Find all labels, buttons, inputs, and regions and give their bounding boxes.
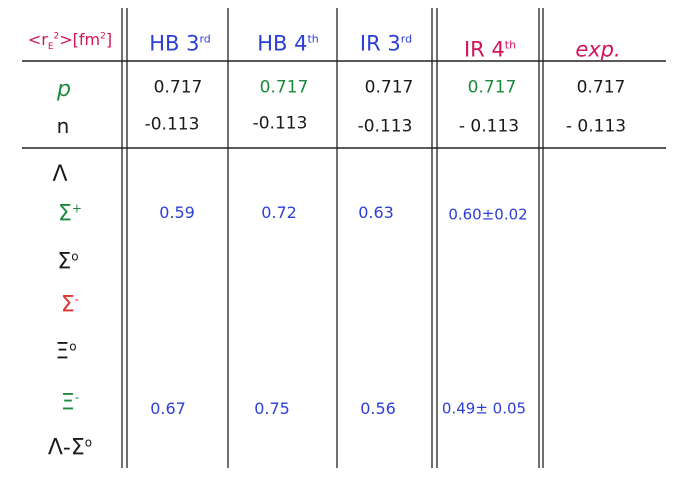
header-col-exp: exp. — [575, 37, 621, 62]
cell-n-hb4: -0.113 — [252, 113, 308, 134]
row-label-p: p — [57, 77, 71, 102]
row-label-sigma-plus: Σ+ — [58, 201, 82, 227]
cell-xi-minus-ir3: 0.56 — [360, 399, 396, 418]
cell-sigma-plus-ir3: 0.63 — [358, 203, 394, 222]
header-col-ir4: IR 4th — [463, 37, 517, 62]
cell-p-hb4: 0.717 — [259, 77, 309, 98]
row-label-xi-zero: Ξo — [55, 339, 77, 365]
row-label-sigma-zero: Σo — [57, 249, 79, 275]
cell-sigma-plus-ir4: 0.60±0.02 — [448, 205, 528, 224]
header-quantity: <rE2>[fm2] — [27, 29, 113, 53]
cell-p-hb3: 0.717 — [153, 77, 203, 98]
cell-sigma-plus-hb3: 0.59 — [159, 203, 195, 222]
row-label-lambda: Λ — [52, 162, 68, 187]
row-label-xi-minus: Ξ- — [60, 390, 80, 416]
cell-n-ir3: -0.113 — [357, 116, 413, 137]
cell-p-exp: 0.717 — [576, 77, 626, 98]
cell-n-ir4: - 0.113 — [458, 116, 520, 137]
header-col-hb3: HB 3rd — [149, 31, 211, 56]
cell-n-exp: - 0.113 — [565, 116, 627, 137]
cell-xi-minus-hb4: 0.75 — [254, 399, 290, 418]
row-label-n: n — [56, 114, 70, 138]
cell-xi-minus-hb3: 0.67 — [150, 399, 186, 418]
header-col-hb4: HB 4th — [257, 31, 319, 56]
cell-p-ir4: 0.717 — [467, 77, 517, 98]
row-label-lambda-sigma-zero: Λ-Σo — [47, 435, 93, 461]
cell-p-ir3: 0.717 — [364, 77, 414, 98]
header-col-ir3: IR 3rd — [359, 31, 413, 56]
row-label-sigma-minus: Σ- — [60, 292, 80, 318]
cell-sigma-plus-hb4: 0.72 — [261, 203, 297, 222]
cell-xi-minus-ir4: 0.49± 0.05 — [441, 399, 527, 418]
cell-n-hb3: -0.113 — [144, 114, 200, 135]
